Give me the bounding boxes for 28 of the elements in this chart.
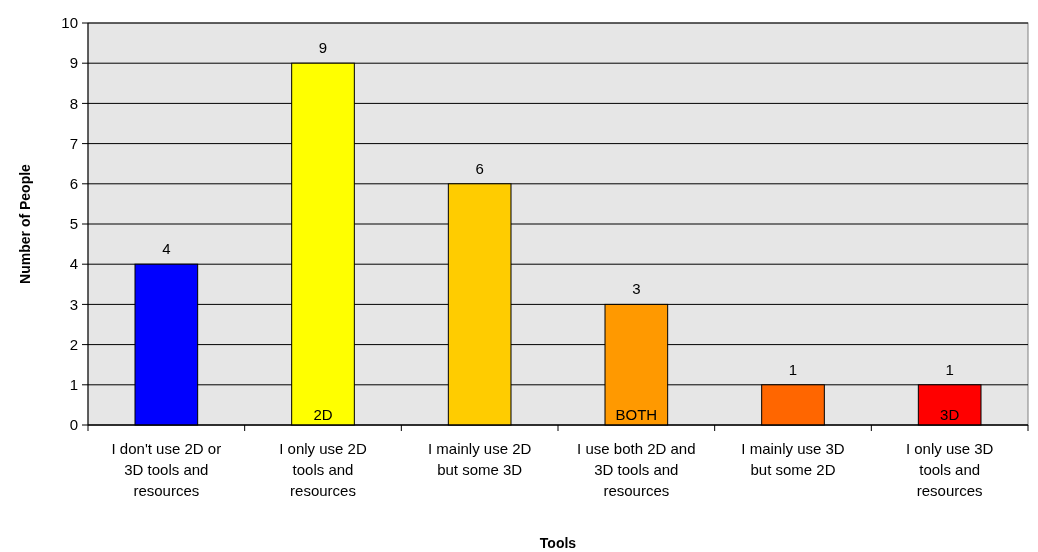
y-tick-label: 1: [69, 376, 78, 394]
data-label: 1: [945, 360, 954, 378]
data-label: 1: [788, 360, 798, 378]
y-axis-title: Number of People: [17, 163, 33, 284]
data-label: 4: [162, 240, 171, 258]
x-tick-label: I mainly use 2D but some 3D: [427, 440, 532, 478]
annotation: 3D: [940, 406, 960, 423]
x-tick-label: I mainly use 3D but some 2D: [741, 440, 845, 478]
x-tick-label: I only use 2D tools and resources: [279, 440, 367, 499]
data-label: 6: [475, 159, 484, 177]
y-tick-label: 7: [69, 134, 78, 152]
x-axis-title: Tools: [539, 535, 577, 551]
annotation: 2D: [313, 406, 333, 423]
data-label: 9: [318, 39, 328, 57]
y-tick-label: 2: [69, 335, 78, 353]
y-tick-label: 8: [69, 94, 78, 112]
y-tick-label: 10: [61, 14, 78, 32]
y-tick-label: 0: [69, 416, 78, 434]
y-tick-label: 5: [69, 215, 78, 233]
y-tick-label: 9: [69, 54, 78, 72]
y-tick-label: 3: [69, 295, 78, 313]
x-tick-label: I only use 3D tools and resources: [905, 440, 994, 499]
y-tick-label: 6: [69, 175, 78, 193]
annotation: BOTH: [615, 406, 658, 423]
x-tick-label: I use both 2D and 3D tools and resources: [577, 440, 696, 499]
y-tick-label: 4: [69, 255, 78, 273]
x-tick-label: I don't use 2D or 3D tools and resources: [111, 440, 222, 499]
data-label: 3: [632, 280, 641, 298]
